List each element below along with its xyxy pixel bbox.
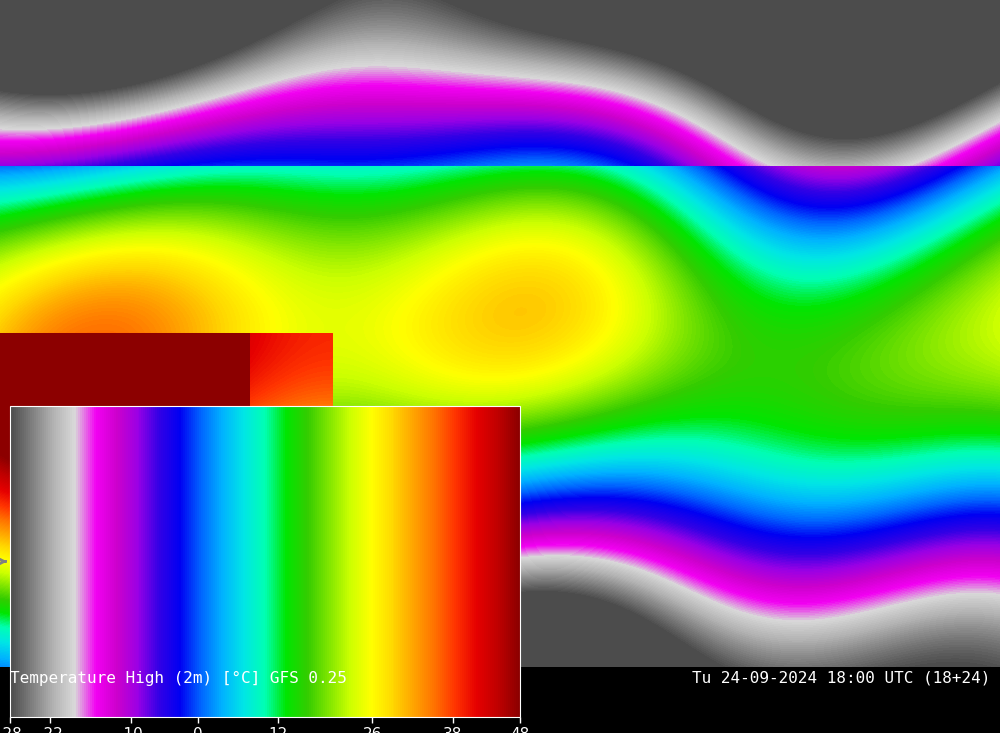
Text: Temperature High (2m) [°C] GFS 0.25: Temperature High (2m) [°C] GFS 0.25 — [10, 671, 347, 685]
Text: Tu 24-09-2024 18:00 UTC (18+24): Tu 24-09-2024 18:00 UTC (18+24) — [692, 671, 990, 685]
